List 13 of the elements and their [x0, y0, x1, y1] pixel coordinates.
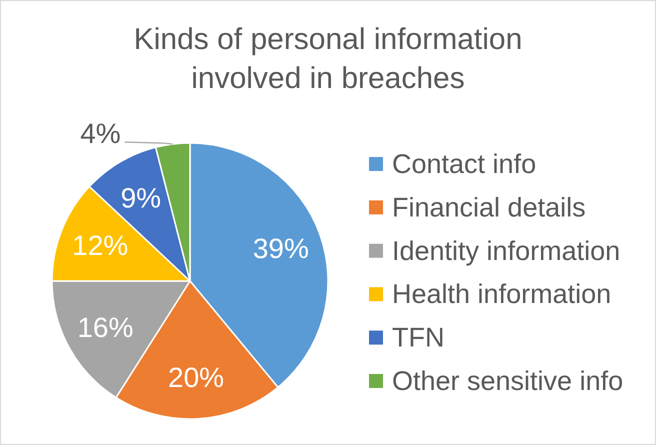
- data-label: 39%: [252, 232, 309, 264]
- data-label: 16%: [77, 312, 134, 344]
- legend-label: Financial details: [392, 192, 586, 222]
- legend-label: Contact info: [392, 149, 536, 179]
- data-label: 20%: [168, 362, 224, 393]
- legend-label: Other sensitive info: [392, 366, 624, 396]
- legend-label: Health information: [392, 279, 612, 310]
- data-label: 12%: [72, 230, 128, 261]
- legend-label: TFN: [392, 322, 444, 353]
- data-label: 4%: [80, 118, 121, 150]
- chart-title: Kinds of personal information involved in breaches: [134, 23, 522, 95]
- legend-label: Identity information: [392, 236, 620, 266]
- data-label: 9%: [120, 182, 162, 214]
